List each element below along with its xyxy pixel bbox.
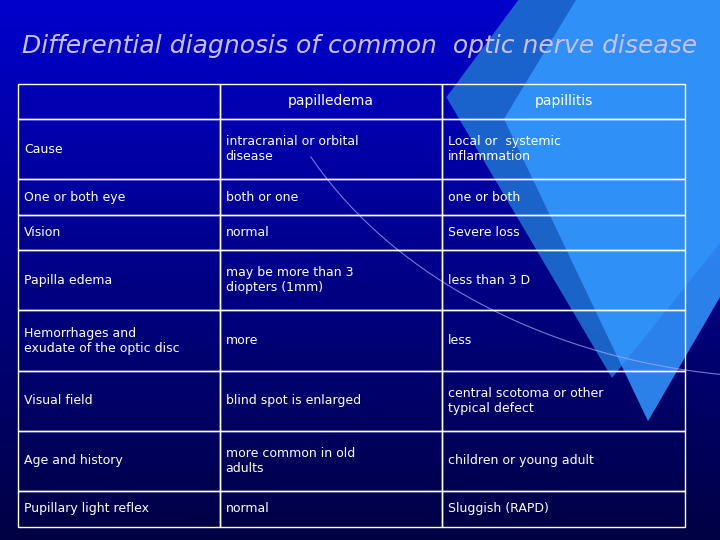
Bar — [442, 84, 685, 119]
Text: more: more — [225, 334, 258, 347]
Text: one or both: one or both — [448, 191, 520, 204]
Bar — [220, 119, 442, 179]
Bar — [442, 119, 685, 179]
Text: Cause: Cause — [24, 143, 63, 156]
Text: intracranial or orbital
disease: intracranial or orbital disease — [225, 135, 358, 163]
Bar — [18, 84, 220, 119]
Text: blind spot is enlarged: blind spot is enlarged — [225, 394, 361, 407]
Bar — [220, 491, 442, 526]
Text: normal: normal — [225, 502, 269, 515]
Text: Local or  systemic
inflammation: Local or systemic inflammation — [448, 135, 561, 163]
Bar — [18, 310, 220, 370]
Text: central scotoma or other
typical defect: central scotoma or other typical defect — [448, 387, 603, 415]
Text: children or young adult: children or young adult — [448, 455, 594, 468]
Text: Differential diagnosis of common  optic nerve disease: Differential diagnosis of common optic n… — [22, 34, 698, 58]
Text: Severe loss: Severe loss — [448, 226, 519, 239]
Bar — [220, 370, 442, 431]
Bar — [442, 250, 685, 310]
Bar — [220, 431, 442, 491]
Bar — [18, 215, 220, 250]
Bar — [442, 370, 685, 431]
Bar — [442, 491, 685, 526]
Text: Visual field: Visual field — [24, 394, 92, 407]
Bar — [18, 179, 220, 215]
Bar — [220, 310, 442, 370]
Text: less than 3 D: less than 3 D — [448, 274, 530, 287]
Text: papilledema: papilledema — [288, 94, 374, 109]
Text: Papilla edema: Papilla edema — [24, 274, 112, 287]
Bar — [442, 431, 685, 491]
Bar — [18, 491, 220, 526]
Bar — [18, 431, 220, 491]
Bar — [220, 215, 442, 250]
Polygon shape — [504, 0, 720, 421]
Bar — [220, 179, 442, 215]
Text: less: less — [448, 334, 472, 347]
Bar — [442, 310, 685, 370]
Bar — [442, 179, 685, 215]
Polygon shape — [446, 0, 720, 378]
Bar — [442, 215, 685, 250]
Bar — [220, 250, 442, 310]
Bar — [18, 119, 220, 179]
Text: both or one: both or one — [225, 191, 298, 204]
Text: Pupillary light reflex: Pupillary light reflex — [24, 502, 149, 515]
Bar — [220, 84, 442, 119]
Text: Sluggish (RAPD): Sluggish (RAPD) — [448, 502, 549, 515]
Text: Hemorrhages and
exudate of the optic disc: Hemorrhages and exudate of the optic dis… — [24, 327, 179, 355]
Text: papillitis: papillitis — [534, 94, 593, 109]
Text: normal: normal — [225, 226, 269, 239]
Text: One or both eye: One or both eye — [24, 191, 125, 204]
Text: Vision: Vision — [24, 226, 61, 239]
Bar — [18, 250, 220, 310]
Text: Age and history: Age and history — [24, 455, 122, 468]
Text: may be more than 3
diopters (1mm): may be more than 3 diopters (1mm) — [225, 266, 353, 294]
Bar — [18, 370, 220, 431]
Text: more common in old
adults: more common in old adults — [225, 447, 355, 475]
